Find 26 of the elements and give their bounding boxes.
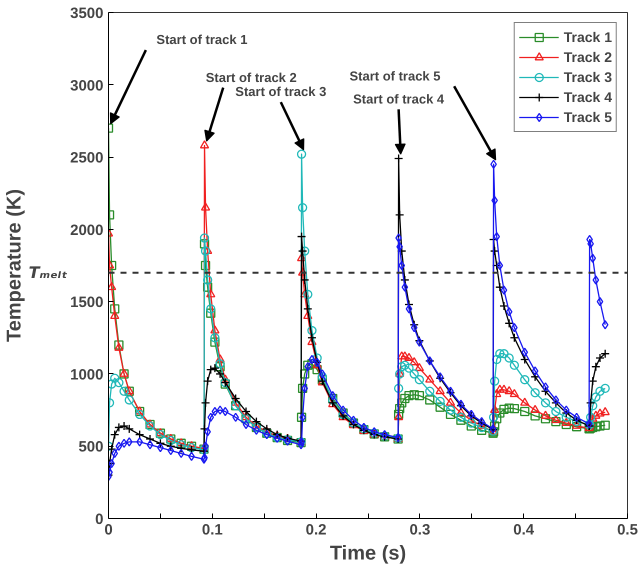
x-tick-label: 0.3: [409, 522, 430, 538]
legend-label: Track 3: [564, 69, 612, 85]
y-tick-label: 1000: [70, 366, 104, 384]
x-tick-label: 0.2: [306, 522, 327, 538]
y-tick-label: 3000: [70, 77, 104, 94]
x-tick-label: 0.5: [617, 522, 638, 538]
x-tick-label: 0.4: [513, 522, 535, 538]
legend-label: Track 2: [564, 49, 612, 65]
legend-label: Track 5: [564, 109, 612, 125]
y-tick-label: 3500: [70, 5, 104, 22]
legend-label: Track 1: [564, 29, 612, 45]
annotation: Start of track 2: [206, 70, 297, 85]
annotation: Start of track 4: [353, 91, 445, 106]
y-tick-label: 2500: [70, 150, 104, 167]
legend-label: Track 4: [564, 89, 612, 105]
y-tick-label: 1500: [70, 294, 104, 312]
y-tick-label: 2000: [70, 222, 104, 239]
y-axis-title: Temperature (K): [4, 188, 26, 342]
x-axis-title: Time (s): [330, 542, 406, 564]
annotation: Start of track 5: [349, 68, 441, 84]
y-tick-label: 0: [95, 511, 104, 528]
y-tick-label: 500: [78, 438, 104, 456]
annotation: Start of track 3: [235, 84, 326, 100]
ref-line-label: Tₘₑₗₜ: [28, 263, 68, 282]
annotation: Start of track 1: [156, 32, 248, 48]
x-tick-label: 0.1: [202, 522, 223, 538]
